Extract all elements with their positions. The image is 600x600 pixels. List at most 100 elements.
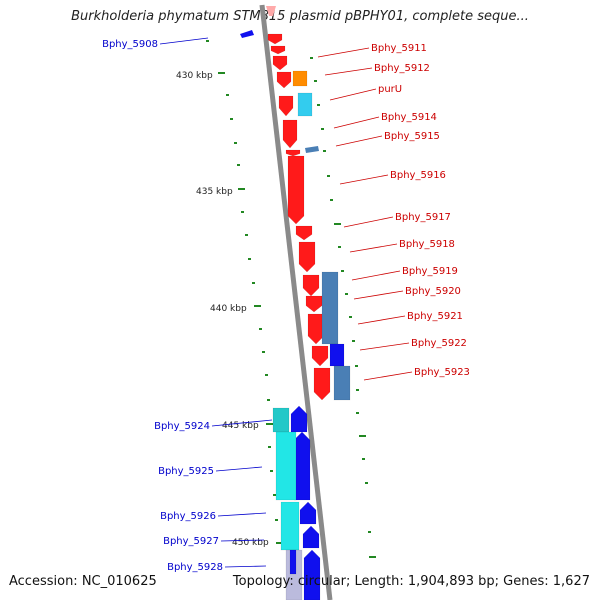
scale-tick	[254, 305, 261, 307]
gene-arrow-forward[interactable]	[305, 295, 323, 313]
gene-block-blue-small[interactable]	[289, 549, 297, 575]
gene-label[interactable]: Bphy_5926	[160, 511, 216, 522]
gene-block-blue[interactable]	[329, 343, 345, 367]
gene-label[interactable]: Bphy_5908	[102, 39, 158, 50]
gene-arrow-forward[interactable]	[272, 55, 288, 71]
scale-tick	[352, 340, 355, 342]
gene-label[interactable]: Bphy_5917	[395, 212, 451, 223]
scale-tick	[218, 72, 225, 74]
label-leader	[359, 342, 410, 351]
gene-label[interactable]: Bphy_5924	[154, 421, 210, 432]
scale-label: 430 kbp	[176, 71, 213, 81]
scale-tick	[314, 80, 317, 82]
gene-label[interactable]: Bphy_5912	[374, 63, 430, 74]
gene-arrow-forward[interactable]	[267, 33, 283, 45]
gene-purU-neighbor[interactable]	[292, 70, 308, 87]
gene-label[interactable]: Bphy_5920	[405, 286, 461, 297]
scale-tick	[368, 531, 371, 533]
gene-arrow-forward[interactable]	[278, 95, 294, 117]
gene-label[interactable]: Bphy_5923	[414, 367, 470, 378]
gene-block-cyan[interactable]	[275, 431, 297, 501]
gene-arrow-reverse[interactable]	[302, 525, 320, 549]
scale-label: 435 kbp	[196, 187, 233, 197]
scale-label: 440 kbp	[210, 304, 247, 314]
gene-arrow-reverse[interactable]	[303, 549, 321, 600]
scale-tick	[267, 399, 270, 401]
scale-tick	[356, 389, 359, 391]
gene-arrow-forward[interactable]	[298, 241, 316, 273]
scale-tick	[369, 556, 376, 558]
gene-arrow-forward[interactable]	[282, 119, 298, 149]
gene-arrow-reverse[interactable]	[290, 405, 308, 433]
gene-arrow-forward[interactable]	[313, 367, 331, 401]
gene-arrow-reverse[interactable]	[299, 501, 317, 525]
scale-tick	[262, 351, 265, 353]
scale-tick	[252, 282, 255, 284]
label-leader	[333, 116, 380, 129]
gene-purU[interactable]	[297, 92, 313, 117]
scale-tick	[230, 118, 233, 120]
scale-tick	[356, 412, 359, 414]
gene-bphy-5908[interactable]	[240, 30, 254, 38]
gene-label[interactable]: Bphy_5922	[411, 338, 467, 349]
gene-arrow-forward[interactable]	[285, 149, 301, 157]
scale-tick	[268, 446, 271, 448]
label-leader	[343, 216, 394, 228]
gene-arrow-reverse[interactable]	[293, 431, 311, 501]
scale-tick	[275, 519, 278, 521]
gene-arrow-forward[interactable]	[302, 274, 320, 297]
gene-block-steel[interactable]	[321, 271, 339, 345]
scale-tick	[327, 175, 330, 177]
gene-label[interactable]: Bphy_5928	[167, 562, 223, 573]
scale-tick	[226, 94, 229, 96]
label-leader	[349, 243, 398, 253]
scale-tick	[265, 374, 268, 376]
scale-tick	[330, 199, 333, 201]
scale-label: 445 kbp	[222, 421, 259, 431]
scale-tick	[206, 40, 209, 42]
label-leader	[211, 419, 273, 427]
scale-tick	[273, 494, 276, 496]
gene-label[interactable]: Bphy_5921	[407, 311, 463, 322]
gene-label[interactable]: Bphy_5914	[381, 112, 437, 123]
gene-arrow-forward[interactable]	[295, 225, 313, 241]
gene-arrow-forward[interactable]	[307, 313, 325, 345]
map-title: Burkholderia phymatum STM815 plasmid pBP…	[71, 9, 529, 24]
gene-label[interactable]: Bphy_5911	[371, 43, 427, 54]
gene-arrow-forward[interactable]	[311, 345, 329, 367]
gene-block-teal[interactable]	[272, 407, 290, 433]
label-leader	[215, 466, 263, 472]
gene-arrow-forward[interactable]	[287, 155, 305, 225]
scale-tick	[365, 482, 368, 484]
gene-arrow-forward[interactable]	[276, 71, 292, 89]
gene-label[interactable]: Bphy_5916	[390, 170, 446, 181]
gene-small-steel[interactable]	[305, 146, 319, 153]
gene-label[interactable]: Bphy_5915	[384, 131, 440, 142]
gene-label[interactable]: Bphy_5927	[163, 536, 219, 547]
gene-block-steel[interactable]	[333, 365, 351, 401]
gene-label[interactable]: Bphy_5919	[402, 266, 458, 277]
scale-tick	[245, 234, 248, 236]
label-leader	[324, 67, 373, 76]
scale-tick	[359, 435, 366, 437]
label-leader	[357, 315, 406, 325]
scale-tick	[362, 458, 365, 460]
scale-tick	[341, 270, 344, 272]
label-leader	[217, 512, 267, 517]
scale-tick	[323, 150, 326, 152]
label-leader	[159, 37, 209, 45]
scale-tick	[349, 316, 352, 318]
topology-label: Topology: circular; Length: 1,904,893 bp…	[232, 574, 590, 589]
scale-tick	[266, 423, 273, 425]
gene-label[interactable]: Bphy_5925	[158, 466, 214, 477]
gene-label[interactable]: purU	[378, 84, 402, 95]
gene-label[interactable]: Bphy_5918	[399, 239, 455, 250]
scale-tick	[238, 188, 245, 190]
scale-tick	[259, 328, 262, 330]
gene-arrow-forward[interactable]	[270, 45, 286, 55]
gene-block-cyan[interactable]	[280, 501, 300, 551]
scale-tick	[248, 258, 251, 260]
backbone-line	[259, 4, 333, 600]
label-leader	[224, 565, 267, 568]
